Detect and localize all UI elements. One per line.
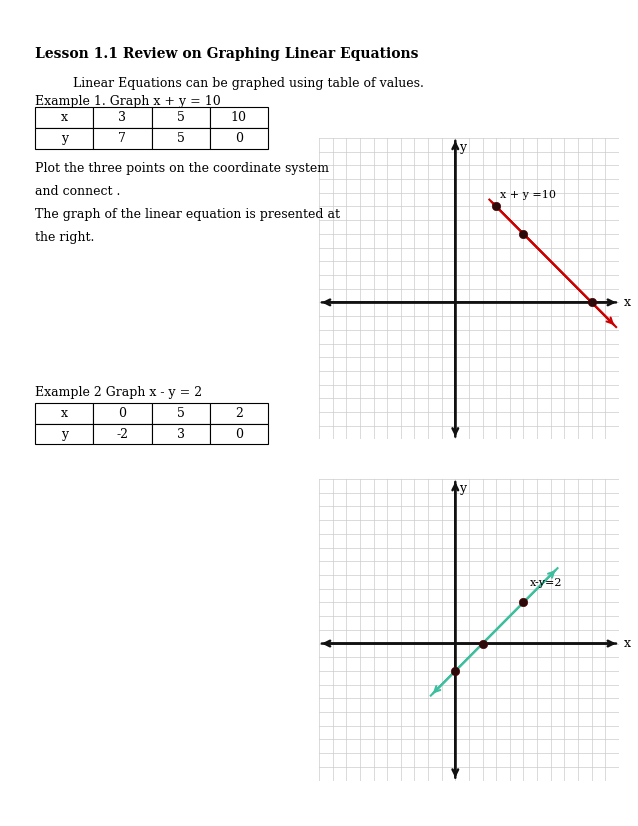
Text: and connect .: and connect . <box>35 185 121 198</box>
Text: y: y <box>459 482 466 495</box>
Text: Example 1. Graph x + y = 10: Example 1. Graph x + y = 10 <box>35 95 221 108</box>
Text: the right.: the right. <box>35 231 94 244</box>
Text: Linear Equations can be graphed using table of values.: Linear Equations can be graphed using ta… <box>73 77 424 90</box>
Text: x + y =10: x + y =10 <box>500 190 556 200</box>
Text: Lesson 1.1 Review on Graphing Linear Equations: Lesson 1.1 Review on Graphing Linear Equ… <box>35 47 419 61</box>
Text: y: y <box>459 140 466 154</box>
Text: Plot the three points on the coordinate system: Plot the three points on the coordinate … <box>35 162 329 175</box>
Text: The graph of the linear equation is presented at: The graph of the linear equation is pres… <box>35 208 340 221</box>
Text: x: x <box>625 637 632 650</box>
Text: x-y=2: x-y=2 <box>530 578 563 588</box>
Text: Example 2 Graph x - y = 2: Example 2 Graph x - y = 2 <box>35 387 202 400</box>
Text: x: x <box>625 296 632 309</box>
